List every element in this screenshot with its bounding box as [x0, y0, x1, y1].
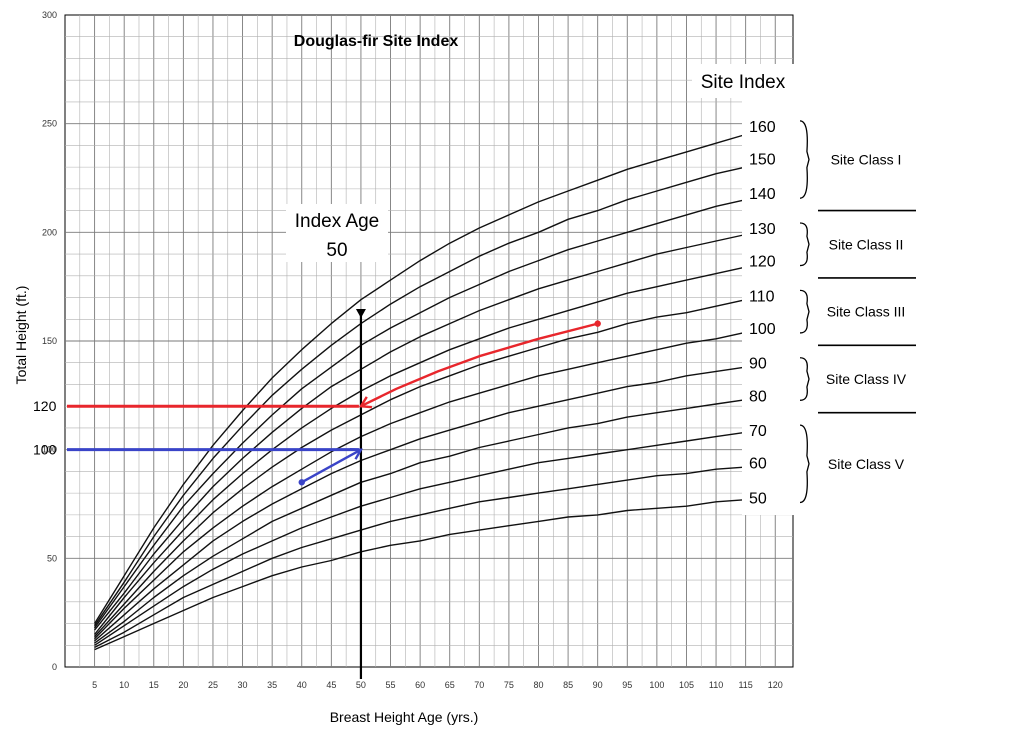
site-class-brackets: Site Class I Site Class II Site Class III S…	[799, 120, 916, 504]
site-index-curve	[94, 394, 776, 644]
site-index-curve	[94, 496, 776, 651]
y-tick-label: 300	[42, 10, 57, 20]
index-age-value: 50	[326, 240, 347, 261]
x-tick-label: 115	[738, 680, 752, 690]
x-tick-label: 25	[208, 680, 218, 690]
site-class-brace	[799, 357, 810, 401]
site-index-label: 60	[749, 456, 767, 473]
site-class-brace	[799, 222, 810, 267]
site-index-curve	[94, 327, 776, 640]
index-age-arrowhead	[355, 309, 366, 318]
example-curve-path	[301, 448, 362, 484]
site-index-curve	[94, 125, 776, 624]
x-tick-label: 110	[709, 680, 723, 690]
site-index-label: 80	[749, 388, 767, 405]
x-tick-labels: 5 10 15 20 25 30 35 40 45 50 55 60 65 70 75 80 85 90 95 100…	[92, 680, 783, 690]
site-index-curve	[94, 157, 776, 627]
site-index-label: 100	[749, 321, 776, 338]
x-tick-label: 10	[119, 680, 129, 690]
example-start-dot	[594, 320, 601, 327]
site-index-label: 50	[749, 490, 767, 507]
example-height-label: 120	[33, 398, 57, 414]
x-tick-label: 15	[149, 680, 159, 690]
x-tick-label: 20	[178, 680, 188, 690]
y-tick-label: 150	[42, 336, 57, 346]
x-tick-label: 30	[238, 680, 248, 690]
example-height-label: 100	[33, 442, 57, 458]
example-start-dot	[298, 479, 305, 486]
x-tick-label: 45	[326, 680, 336, 690]
site-class-brace	[799, 424, 810, 504]
x-tick-label: 50	[356, 680, 366, 690]
site-index-label: 160	[749, 119, 776, 136]
site-class-brace	[799, 120, 810, 199]
example-curve-path	[360, 322, 598, 408]
x-tick-label: 75	[504, 680, 514, 690]
site-index-curve	[94, 259, 776, 635]
site-index-curves	[94, 125, 776, 651]
x-tick-label: 35	[267, 680, 277, 690]
x-tick-label: 55	[386, 680, 396, 690]
y-tick-label: 50	[47, 553, 57, 563]
site-index-label: 150	[749, 151, 776, 168]
site-index-curve	[94, 227, 776, 631]
site-class-label: Site Class II	[829, 236, 904, 252]
x-tick-label: 95	[622, 680, 632, 690]
index-age-marker: Index Age 50	[286, 204, 388, 679]
right-panel-background	[742, 70, 802, 515]
y-axis-title: Total Height (ft.)	[13, 286, 29, 385]
x-tick-label: 100	[649, 680, 664, 690]
x-tick-label: 5	[92, 680, 97, 690]
y-tick-label: 100	[42, 445, 57, 455]
grid	[65, 15, 793, 667]
site-class-label: Site Class V	[828, 456, 905, 472]
site-index-curve	[94, 192, 776, 629]
site-index-curve	[94, 429, 776, 646]
site-index-label: 120	[749, 254, 776, 271]
site-index-label: 90	[749, 356, 767, 373]
site-index-label: 110	[749, 288, 775, 305]
example-paths: 120 100	[33, 320, 601, 486]
y-tick-label: 0	[52, 662, 57, 672]
y-tick-label: 250	[42, 119, 57, 129]
y-tick-labels: 0 50 100 150 200 250 300	[42, 10, 57, 672]
x-tick-label: 120	[768, 680, 783, 690]
site-class-label: Site Class III	[827, 304, 906, 320]
example-arrowhead	[358, 396, 373, 409]
x-tick-label: 90	[593, 680, 603, 690]
chart-title: Douglas-fir Site Index	[294, 33, 459, 50]
site-index-curve	[94, 462, 776, 649]
y-tick-label: 200	[42, 227, 57, 237]
site-index-label: 140	[749, 186, 776, 203]
index-age-label-background	[286, 204, 388, 262]
site-index-labels: 160 150 140 130 120 110 100 90 80 70 60 50	[749, 119, 776, 508]
x-tick-label: 70	[474, 680, 484, 690]
x-tick-label: 105	[679, 680, 694, 690]
site-class-label: Site Class IV	[826, 371, 907, 387]
site-index-curve	[94, 362, 776, 642]
site-index-label: 70	[749, 423, 767, 440]
site-index-label: 130	[749, 221, 776, 238]
x-tick-label: 85	[563, 680, 573, 690]
site-class-label: Site Class I	[831, 152, 902, 168]
example-arrowhead	[349, 448, 363, 460]
site-index-curve	[94, 294, 776, 638]
x-axis-title: Breast Height Age (yrs.)	[330, 709, 479, 725]
x-tick-label: 80	[533, 680, 543, 690]
legend-title-background	[692, 64, 794, 98]
x-tick-label: 40	[297, 680, 307, 690]
x-tick-label: 60	[415, 680, 425, 690]
x-tick-label: 65	[445, 680, 455, 690]
site-class-brace	[799, 289, 810, 334]
index-age-label: Index Age	[295, 211, 380, 232]
site-index-heading: Site Index	[701, 72, 786, 93]
